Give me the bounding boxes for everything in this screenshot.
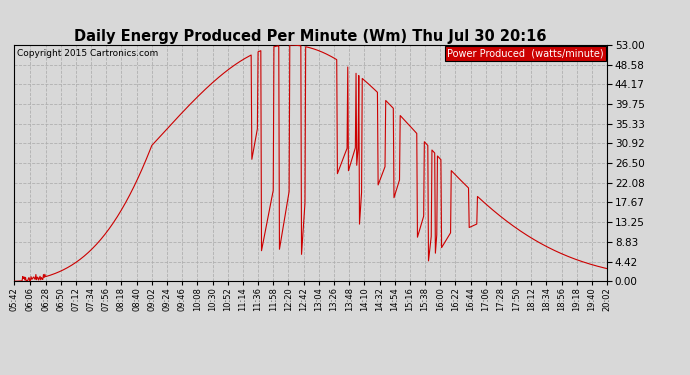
Text: Copyright 2015 Cartronics.com: Copyright 2015 Cartronics.com [17,49,159,58]
Title: Daily Energy Produced Per Minute (Wm) Thu Jul 30 20:16: Daily Energy Produced Per Minute (Wm) Th… [75,29,546,44]
Text: Power Produced  (watts/minute): Power Produced (watts/minute) [447,49,604,59]
